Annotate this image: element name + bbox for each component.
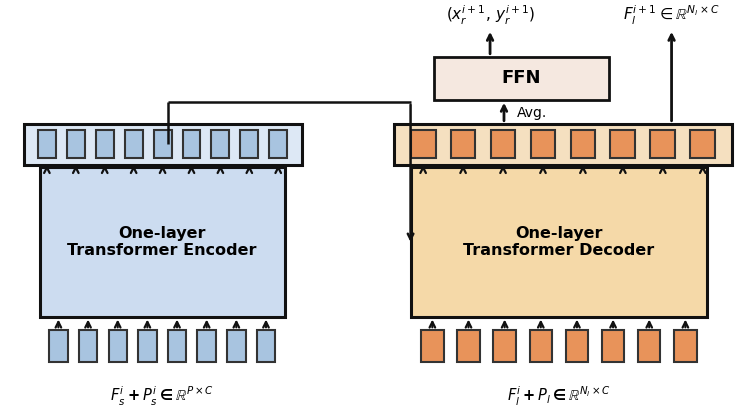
- Bar: [530, 330, 552, 362]
- Bar: [241, 130, 258, 158]
- Bar: [394, 124, 731, 165]
- Bar: [66, 130, 84, 158]
- Bar: [638, 330, 660, 362]
- Bar: [434, 56, 609, 100]
- Bar: [154, 130, 172, 158]
- Bar: [49, 330, 67, 362]
- Bar: [182, 130, 200, 158]
- Text: FFN: FFN: [502, 69, 541, 87]
- Bar: [168, 330, 186, 362]
- Bar: [211, 130, 229, 158]
- Text: $\boldsymbol{F_l^i + P_l \in \mathbb{R}^{N_l\times C}}$: $\boldsymbol{F_l^i + P_l \in \mathbb{R}^…: [507, 385, 611, 408]
- Bar: [38, 130, 56, 158]
- Bar: [450, 130, 475, 158]
- Text: $\boldsymbol{F_s^i + P_s^i \in \mathbb{R}^{P\times C}}$: $\boldsymbol{F_s^i + P_s^i \in \mathbb{R…: [111, 385, 214, 408]
- Bar: [602, 330, 624, 362]
- Bar: [411, 167, 707, 317]
- Bar: [610, 130, 635, 158]
- Bar: [651, 130, 675, 158]
- Text: Avg.: Avg.: [518, 107, 548, 120]
- Bar: [421, 330, 444, 362]
- Bar: [227, 330, 246, 362]
- Bar: [108, 330, 127, 362]
- Bar: [690, 130, 715, 158]
- Bar: [79, 330, 97, 362]
- Bar: [457, 330, 480, 362]
- Text: $(x_r^{i+1},\, y_r^{i+1})$: $(x_r^{i+1},\, y_r^{i+1})$: [445, 4, 535, 27]
- Text: One-layer
Transformer Decoder: One-layer Transformer Decoder: [463, 226, 654, 258]
- Bar: [674, 330, 696, 362]
- Bar: [269, 130, 287, 158]
- Bar: [494, 330, 516, 362]
- Text: One-layer
Transformer Encoder: One-layer Transformer Encoder: [67, 226, 257, 258]
- Bar: [530, 130, 555, 158]
- Bar: [411, 130, 436, 158]
- Bar: [24, 124, 302, 165]
- Bar: [138, 330, 157, 362]
- Bar: [197, 330, 216, 362]
- Bar: [571, 130, 595, 158]
- Text: $F_l^{i+1} \in \mathbb{R}^{N_l\times C}$: $F_l^{i+1} \in \mathbb{R}^{N_l\times C}$: [623, 4, 720, 27]
- Bar: [257, 330, 275, 362]
- Bar: [565, 330, 588, 362]
- Bar: [125, 130, 143, 158]
- Bar: [40, 167, 285, 317]
- Bar: [491, 130, 515, 158]
- Bar: [96, 130, 114, 158]
